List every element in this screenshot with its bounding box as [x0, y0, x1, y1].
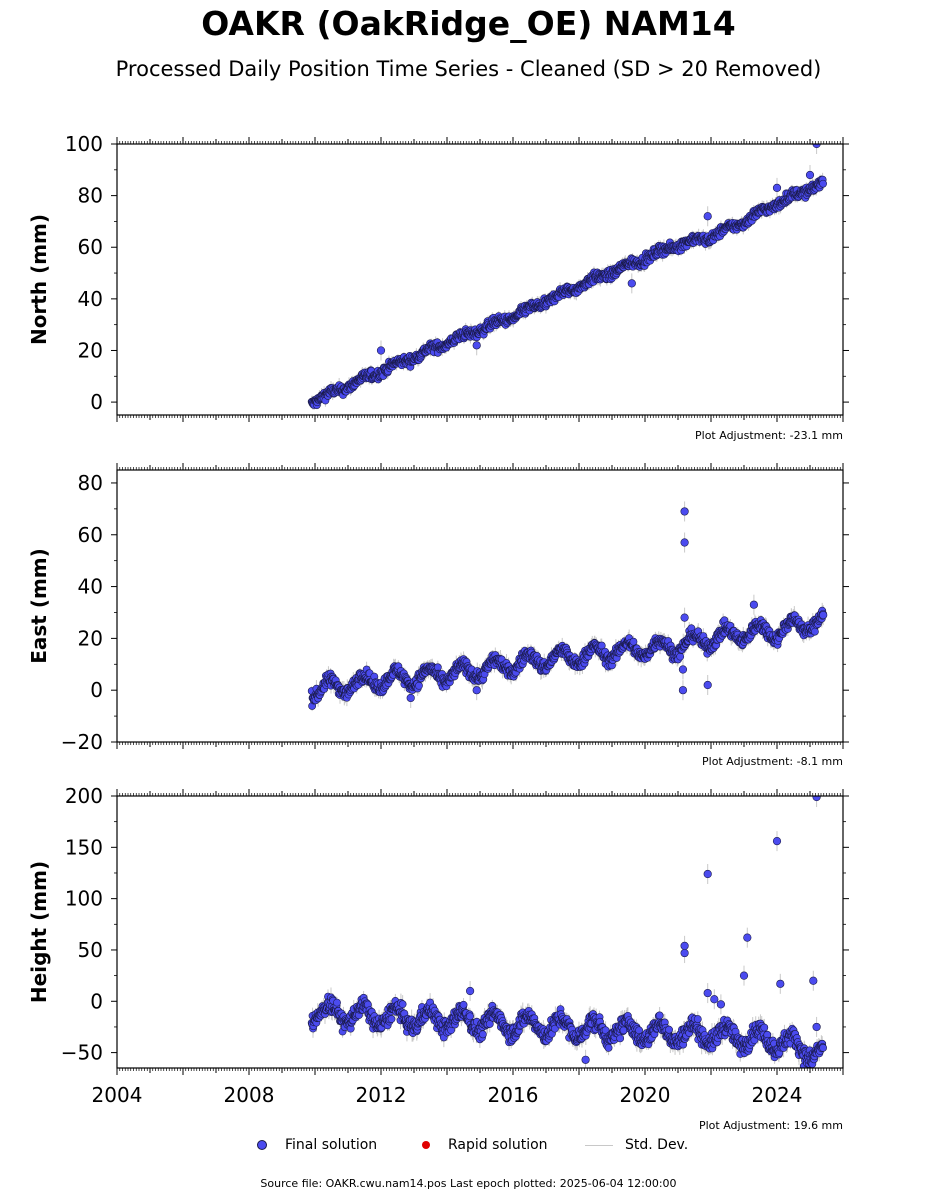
outlier-point [627, 279, 636, 288]
north-ylabel: North (mm) [27, 214, 51, 345]
outlier-point [812, 144, 821, 149]
chart-subtitle: Processed Daily Position Time Series - C… [115, 57, 822, 81]
outlier-point [472, 341, 481, 350]
y-tick-label: 40 [78, 287, 103, 311]
outlier-point [772, 183, 782, 192]
outlier-point [376, 346, 386, 355]
outlier-point [703, 212, 712, 221]
east-points [307, 507, 828, 710]
y-tick-label: 20 [78, 338, 103, 362]
outlier-point [805, 170, 815, 180]
east-data [307, 501, 828, 712]
y-tick-label: 100 [65, 132, 103, 156]
north-axes-frame [116, 143, 844, 416]
y-tick-label: 0 [90, 390, 103, 414]
y-tick-label: 80 [78, 184, 103, 208]
data-point [415, 681, 423, 690]
data-point [629, 637, 638, 646]
panel-north: 0 20 40 60 80 100 North (mm) [27, 132, 849, 422]
north-points [307, 144, 827, 409]
y-tick-label: 60 [78, 235, 103, 259]
chart-title: OAKR (OakRidge_OE) NAM14 [201, 4, 736, 43]
north-data [307, 144, 827, 410]
data-point [819, 179, 827, 188]
